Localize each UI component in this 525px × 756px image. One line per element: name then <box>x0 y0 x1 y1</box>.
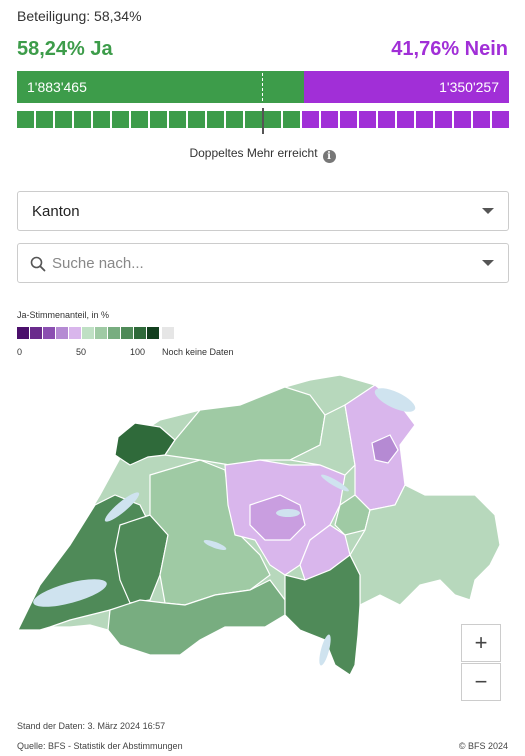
legend-label-0: 0 <box>17 347 23 357</box>
canton-no-cell <box>302 111 319 128</box>
copyright: © BFS 2024 <box>458 741 508 751</box>
map-region-central-inner[interactable] <box>249 494 306 541</box>
legend-swatch <box>95 327 107 339</box>
legend-title: Ja-Stimmenanteil, in % <box>17 310 110 320</box>
legend-swatch <box>108 327 120 339</box>
canton-yes-cell <box>131 111 148 128</box>
majority-status: Doppeltes Mehr erreicht i <box>0 146 525 163</box>
legend-no-data-swatch <box>162 327 174 339</box>
legend-swatch <box>147 327 159 339</box>
map-lake-lucerne <box>276 509 300 517</box>
zoom-out-button[interactable]: − <box>461 663 501 701</box>
map-region-ticino[interactable] <box>284 554 361 676</box>
legend-no-data-label: Noch keine Daten <box>162 347 234 357</box>
canton-yes-cell <box>226 111 243 128</box>
chevron-down-icon <box>482 208 494 214</box>
legend-swatch <box>30 327 42 339</box>
canton-yes-cell <box>169 111 186 128</box>
no-votes-count: 1'350'257 <box>439 79 499 95</box>
no-votes-segment: 1'350'257 <box>303 71 509 103</box>
legend-label-100: 100 <box>130 347 146 357</box>
yes-percentage: 58,24% Ja <box>17 38 113 60</box>
cantons-majority-marker <box>262 108 264 134</box>
legend-swatch <box>134 327 146 339</box>
search-placeholder: Suche nach... <box>52 254 144 272</box>
yes-votes-count: 1'883'465 <box>27 79 87 95</box>
canton-yes-cell <box>283 111 300 128</box>
canton-yes-cell <box>17 111 34 128</box>
map-lake-geneva <box>33 579 107 607</box>
switzerland-map[interactable] <box>0 365 525 705</box>
canton-yes-cell <box>36 111 53 128</box>
map-lake-maggiore <box>319 634 331 666</box>
canton-no-cell <box>378 111 395 128</box>
map-lake-thun <box>203 540 227 550</box>
majority-midline <box>262 68 263 106</box>
legend-swatch <box>56 327 68 339</box>
cantons-vote-bar <box>17 111 509 128</box>
canton-yes-cell <box>207 111 224 128</box>
canton-yes-cell <box>188 111 205 128</box>
no-percentage: 41,76% Nein <box>391 38 508 60</box>
canton-no-cell <box>473 111 490 128</box>
data-source: Quelle: BFS - Statistik der Abstimmungen <box>17 741 183 751</box>
legend-swatches <box>17 327 159 339</box>
legend-swatch <box>17 327 29 339</box>
legend-swatch <box>69 327 81 339</box>
data-timestamp: Stand der Daten: 3. März 2024 16:57 <box>17 721 166 731</box>
canton-yes-cell <box>93 111 110 128</box>
canton-no-cell <box>454 111 471 128</box>
level-select[interactable]: Kanton <box>17 191 509 231</box>
zoom-in-button[interactable]: + <box>461 624 501 662</box>
map-region-north[interactable] <box>163 386 326 466</box>
map-region-appenzell[interactable] <box>371 434 399 464</box>
canton-no-cell <box>321 111 338 128</box>
legend-swatch <box>82 327 94 339</box>
search-icon <box>30 256 46 272</box>
map-region-graubuenden[interactable] <box>349 484 501 606</box>
map-lake-neuchatel <box>104 492 140 522</box>
canton-yes-cell <box>245 111 262 128</box>
canton-no-cell <box>397 111 414 128</box>
chevron-down-icon <box>482 260 494 266</box>
yes-votes-segment: 1'883'465 <box>17 71 304 103</box>
level-select-value: Kanton <box>32 202 80 220</box>
turnout-label: Beteiligung: 58,34% <box>17 8 142 24</box>
legend-label-50: 50 <box>76 347 87 357</box>
canton-yes-cell <box>55 111 72 128</box>
canton-no-cell <box>340 111 357 128</box>
search-input[interactable]: Suche nach... <box>17 243 509 283</box>
canton-no-cell <box>492 111 509 128</box>
popular-vote-bar: 1'883'465 1'350'257 <box>17 71 509 103</box>
canton-no-cell <box>435 111 452 128</box>
canton-no-cell <box>359 111 376 128</box>
canton-yes-cell <box>150 111 167 128</box>
legend-swatch <box>121 327 133 339</box>
canton-yes-cell <box>74 111 91 128</box>
canton-yes-cell <box>264 111 281 128</box>
canton-no-cell <box>416 111 433 128</box>
info-icon[interactable]: i <box>322 150 336 163</box>
map-lake-constance <box>374 388 416 412</box>
canton-yes-cell <box>112 111 129 128</box>
legend-swatch <box>43 327 55 339</box>
map-lake-zurich <box>321 474 349 492</box>
majority-text: Doppeltes Mehr erreicht <box>189 146 318 160</box>
